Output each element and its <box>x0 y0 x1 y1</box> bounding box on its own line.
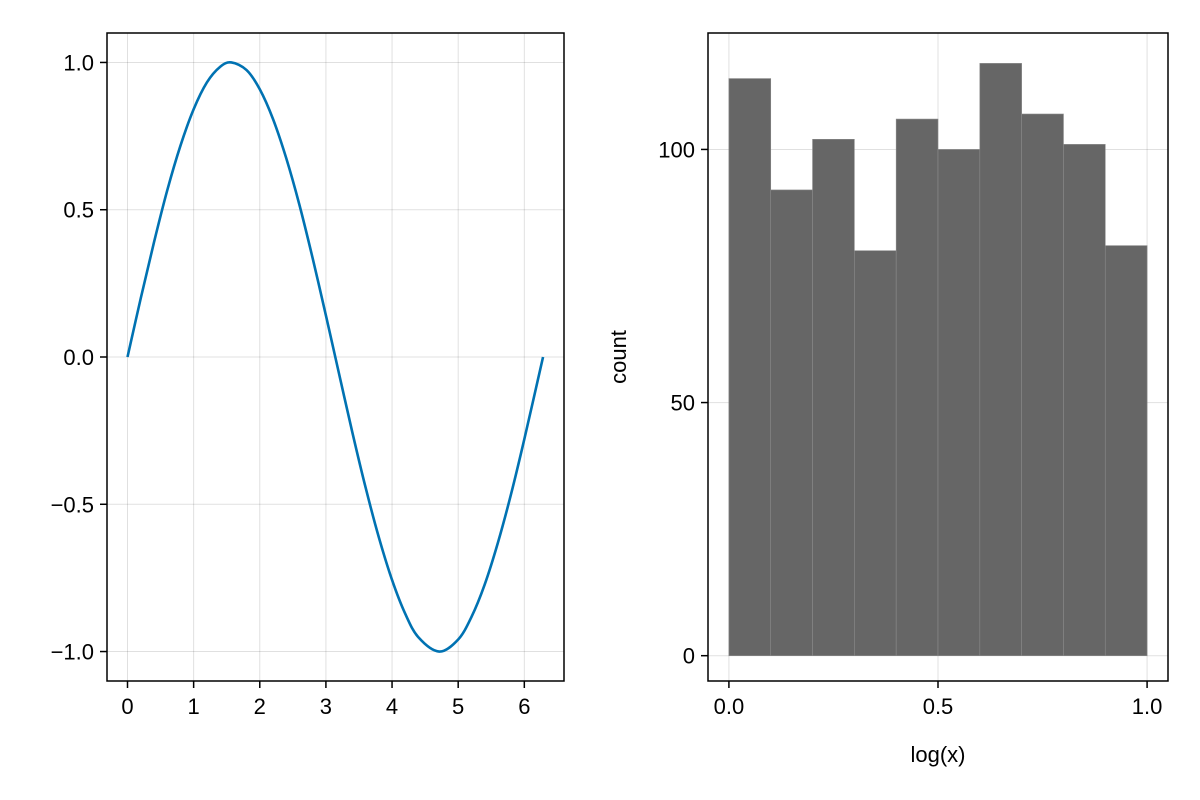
line-plot-x-tick-label: 6 <box>518 694 530 719</box>
line-plot-y-tick-label: −1.0 <box>51 640 94 665</box>
histogram-bars <box>728 63 1148 656</box>
histogram-y-tick-label: 50 <box>671 391 695 416</box>
histogram-bar <box>1063 144 1106 656</box>
line-plot-y-tick-label: 1.0 <box>63 50 94 75</box>
histogram-bar <box>895 118 939 656</box>
histogram-bar <box>1021 113 1064 656</box>
line-plot-x-tick-label: 5 <box>452 694 464 719</box>
line-plot-y-tick-label: −0.5 <box>51 492 94 517</box>
histogram-x-tick-label: 0.5 <box>923 694 954 719</box>
histogram-x-tick-label: 0.0 <box>714 694 745 719</box>
histogram-bar <box>1104 245 1148 656</box>
histogram-plot: 0.0 0.5 1.0 0 50 100 log(x) count <box>606 32 1169 767</box>
sine-line-plot: 0 1 2 3 4 5 6 −1.0 −0.5 0.0 0.5 1.0 <box>51 32 565 719</box>
line-plot-x-tick-label: 4 <box>386 694 398 719</box>
sine-series-line <box>126 61 545 653</box>
line-plot-ticks: 0 1 2 3 4 5 6 −1.0 −0.5 0.0 0.5 1.0 <box>51 50 531 719</box>
line-plot-y-tick-label: 0.0 <box>63 345 94 370</box>
histogram-bar <box>979 63 1022 656</box>
line-plot-x-tick-label: 0 <box>121 694 133 719</box>
histogram-bar <box>728 78 772 656</box>
histogram-bar <box>812 139 855 656</box>
histogram-y-tick-label: 0 <box>683 644 695 669</box>
histogram-ticks: 0.0 0.5 1.0 0 50 100 <box>658 137 1162 719</box>
histogram-bar <box>854 250 897 656</box>
line-plot-x-tick-label: 2 <box>254 694 266 719</box>
line-plot-series-layer <box>126 61 545 653</box>
line-plot-x-tick-label: 1 <box>188 694 200 719</box>
line-plot-y-tick-label: 0.5 <box>63 198 94 223</box>
histogram-x-tick-label: 1.0 <box>1132 694 1163 719</box>
histogram-bar <box>770 189 813 656</box>
histogram-x-axis-label: log(x) <box>910 742 965 767</box>
histogram-y-tick-label: 100 <box>658 137 695 162</box>
line-plot-x-tick-label: 3 <box>320 694 332 719</box>
histogram-y-axis-label: count <box>606 330 631 384</box>
histogram-bar <box>937 149 981 656</box>
